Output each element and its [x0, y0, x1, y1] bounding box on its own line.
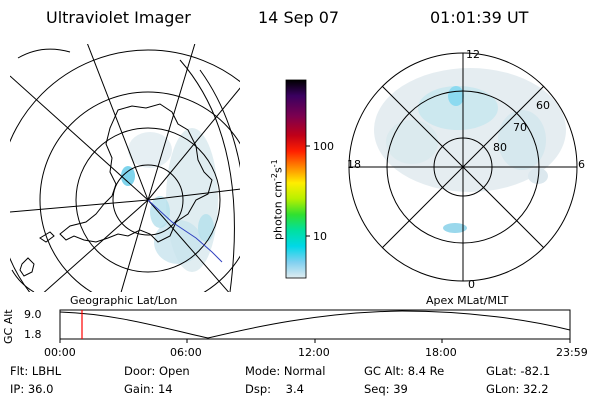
- glon-info: GLon: 32.2: [486, 382, 549, 396]
- mlt-label-top: 12: [466, 48, 480, 61]
- right-panel-label: Apex MLat/MLT: [426, 294, 509, 307]
- gain-info: Gain: 14: [124, 382, 173, 396]
- colorbar-tick-100: 100: [313, 140, 334, 153]
- terminator-line: [147, 199, 223, 263]
- polar-plot: [348, 52, 578, 282]
- alt-xtick-0: 00:00: [44, 346, 76, 359]
- alt-xtick-1: 06:00: [170, 346, 202, 359]
- instrument-title: Ultraviolet Imager: [46, 8, 191, 27]
- seq-info: Seq: 39: [364, 382, 408, 396]
- mlat-label-70: 70: [513, 121, 527, 134]
- colorbar-unit-label: photon cm-2s-1: [270, 159, 285, 240]
- colorbar: [285, 79, 310, 279]
- colorbar-tick-10: 10: [313, 230, 327, 243]
- gcalt-info: GC Alt: 8.4 Re: [364, 364, 445, 378]
- coastline: [59, 103, 213, 243]
- glat-info: GLat: -82.1: [486, 364, 551, 378]
- alt-plot: [59, 309, 571, 343]
- door-info: Door: Open: [124, 364, 190, 378]
- left-panel-label: Geographic Lat/Lon: [70, 294, 178, 307]
- alt-axis-label: GC Alt: [2, 309, 15, 344]
- ip-info: IP: 36.0: [10, 382, 54, 396]
- dsp-info: Dsp: 3.4: [245, 382, 304, 396]
- mlt-label-left: 18: [347, 158, 361, 171]
- flt-info: Flt: LBHL: [10, 364, 62, 378]
- mode-info: Mode: Normal: [245, 364, 326, 378]
- alt-xtick-2: 12:00: [298, 346, 330, 359]
- alt-xtick-4: 23:59: [556, 346, 588, 359]
- mlt-label-right: 6: [578, 158, 585, 171]
- alt-ytick-high: 9.0: [24, 308, 42, 321]
- geographic-map: [10, 44, 240, 292]
- alt-xtick-3: 18:00: [425, 346, 457, 359]
- mlt-label-bottom: 0: [468, 278, 475, 291]
- mlat-label-60: 60: [536, 99, 550, 112]
- alt-ytick-low: 1.8: [24, 328, 42, 341]
- date-label: 14 Sep 07: [258, 8, 340, 27]
- mlat-label-80: 80: [493, 141, 507, 154]
- uv-emission-left: [121, 128, 218, 272]
- alt-curve: [59, 310, 571, 339]
- time-label: 01:01:39 UT: [430, 8, 529, 27]
